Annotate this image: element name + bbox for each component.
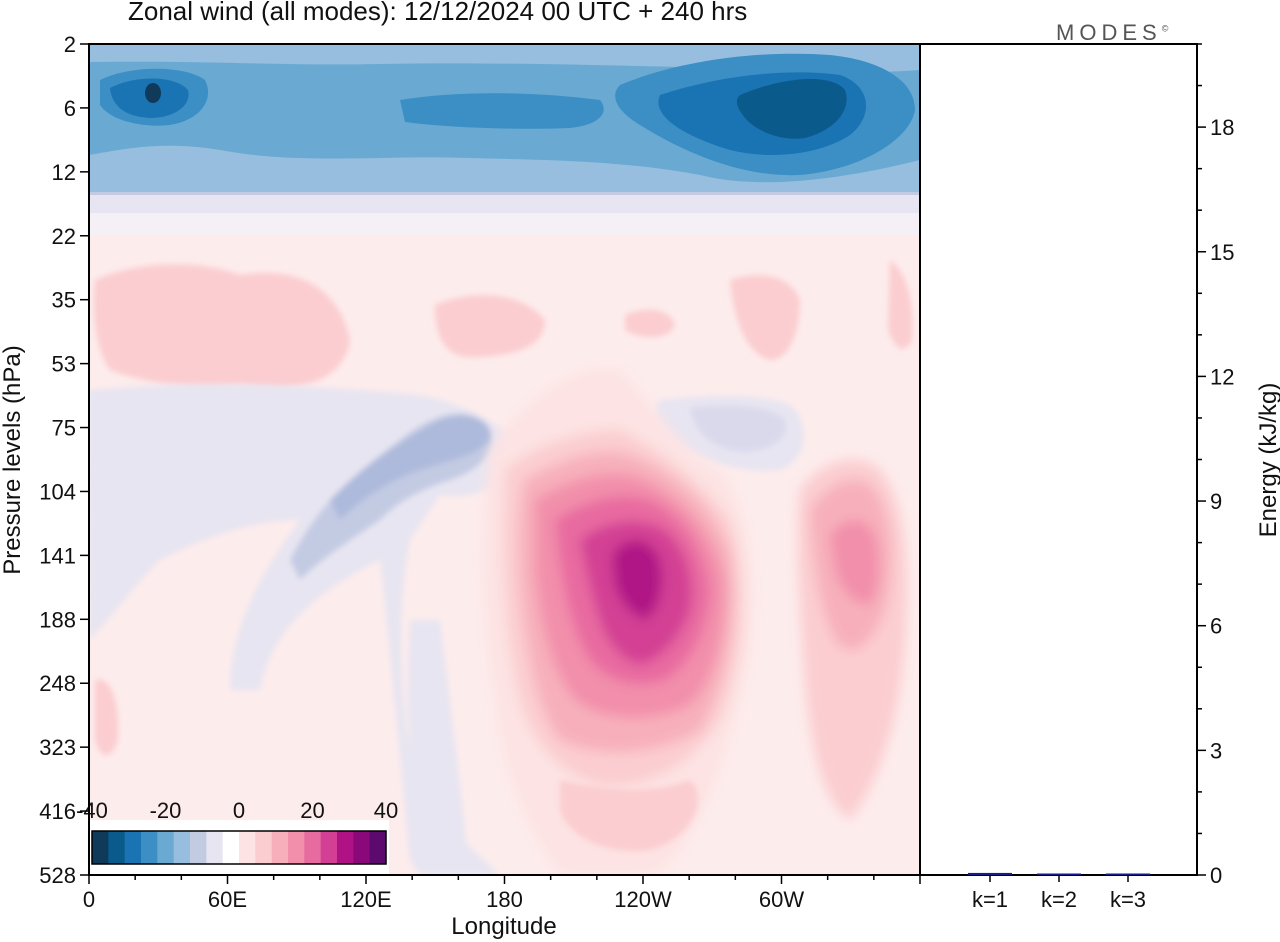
y-tick-label: 12 — [52, 160, 76, 185]
colorbar-swatch — [288, 831, 305, 864]
energy-tick-label: 3 — [1210, 738, 1222, 763]
y-tick-label: 323 — [39, 735, 76, 760]
energy-tick-label: 0 — [1210, 863, 1222, 888]
logo-text: MODES — [1056, 20, 1162, 45]
y-tick-label: 6 — [64, 96, 76, 121]
colorbar-swatch — [190, 831, 207, 864]
energy-tick-label: 9 — [1210, 489, 1222, 514]
colorbar-tick-label: -20 — [150, 798, 182, 823]
x-tick-label: 60W — [759, 887, 804, 912]
y-tick-label: 141 — [39, 543, 76, 568]
colorbar-swatch — [173, 831, 191, 864]
colorbar-swatch — [255, 831, 273, 864]
energy-axis-title: Energy (kJ/kg) — [1255, 383, 1280, 538]
x-tick-label: 180 — [486, 887, 523, 912]
chart-title: Zonal wind (all modes): 12/12/2024 00 UT… — [128, 0, 748, 26]
energy-tick-label: 15 — [1210, 240, 1234, 265]
y-axis-title: Pressure levels (hPa) — [0, 345, 26, 574]
colorbar-swatch — [369, 831, 387, 864]
y-tick-label: 416 — [39, 799, 76, 824]
y-tick-label: 35 — [52, 288, 76, 313]
energy-bars: k=1 k=2 k=3 — [968, 872, 1150, 912]
energy-axis: 0 3 6 9 12 15 18 — [1197, 43, 1234, 888]
colorbar-swatches — [92, 831, 387, 864]
energy-bar — [1106, 873, 1150, 875]
bar-plot-frame — [919, 43, 1198, 876]
y-tick-label: 188 — [39, 607, 76, 632]
bar-category-label: k=3 — [1110, 887, 1146, 912]
colorbar-swatch — [157, 831, 175, 864]
energy-tick-label: 18 — [1210, 115, 1234, 140]
y-tick-label: 248 — [39, 671, 76, 696]
colorbar-tick-label: 0 — [233, 798, 245, 823]
colorbar-swatch — [206, 831, 224, 864]
colorbar-tick-label: 40 — [374, 798, 398, 823]
colorbar-swatch — [337, 831, 354, 864]
colorbar-swatch — [271, 831, 289, 864]
x-tick-label: 0 — [83, 887, 95, 912]
y-tick-label: 53 — [52, 352, 76, 377]
x-axis-title: Longitude — [451, 913, 556, 940]
y-tick-label: 104 — [39, 479, 76, 504]
y-axis: 2 6 12 22 35 53 75 104 141 188 248 323 416 528 — [39, 32, 89, 888]
colorbar-swatch — [124, 831, 142, 864]
x-tick-label: 120W — [614, 887, 672, 912]
colorbar-tick-label: 20 — [300, 798, 324, 823]
heatmap-field — [89, 44, 920, 875]
colorbar-swatch — [304, 831, 322, 864]
logo-mark: © — [1161, 23, 1169, 34]
colorbar-swatch — [320, 831, 338, 864]
y-tick-label: 22 — [52, 224, 76, 249]
colorbar-swatch — [92, 831, 109, 864]
y-tick-label: 75 — [52, 416, 76, 441]
colorbar-swatch — [141, 831, 158, 864]
y-tick-label: 528 — [39, 863, 76, 888]
y-tick-label: 2 — [64, 32, 76, 57]
bar-category-label: k=1 — [972, 887, 1008, 912]
bar-category-label: k=2 — [1041, 887, 1077, 912]
energy-tick-label: 12 — [1210, 364, 1234, 389]
energy-tick-label: 6 — [1210, 614, 1222, 639]
colorbar-swatch — [222, 831, 240, 864]
colorbar-swatch — [353, 831, 371, 864]
modes-logo: MODES© — [1056, 20, 1168, 46]
x-tick-label: 120E — [340, 887, 391, 912]
colorbar-swatch — [239, 831, 256, 864]
x-tick-label: 60E — [208, 887, 247, 912]
x-axis: 0 60E 120E 180 120W 60W — [83, 875, 921, 912]
energy-bar — [1037, 873, 1081, 875]
energy-bar — [968, 872, 1012, 875]
colorbar-frame — [91, 830, 387, 865]
colorbar-swatch — [108, 831, 126, 864]
